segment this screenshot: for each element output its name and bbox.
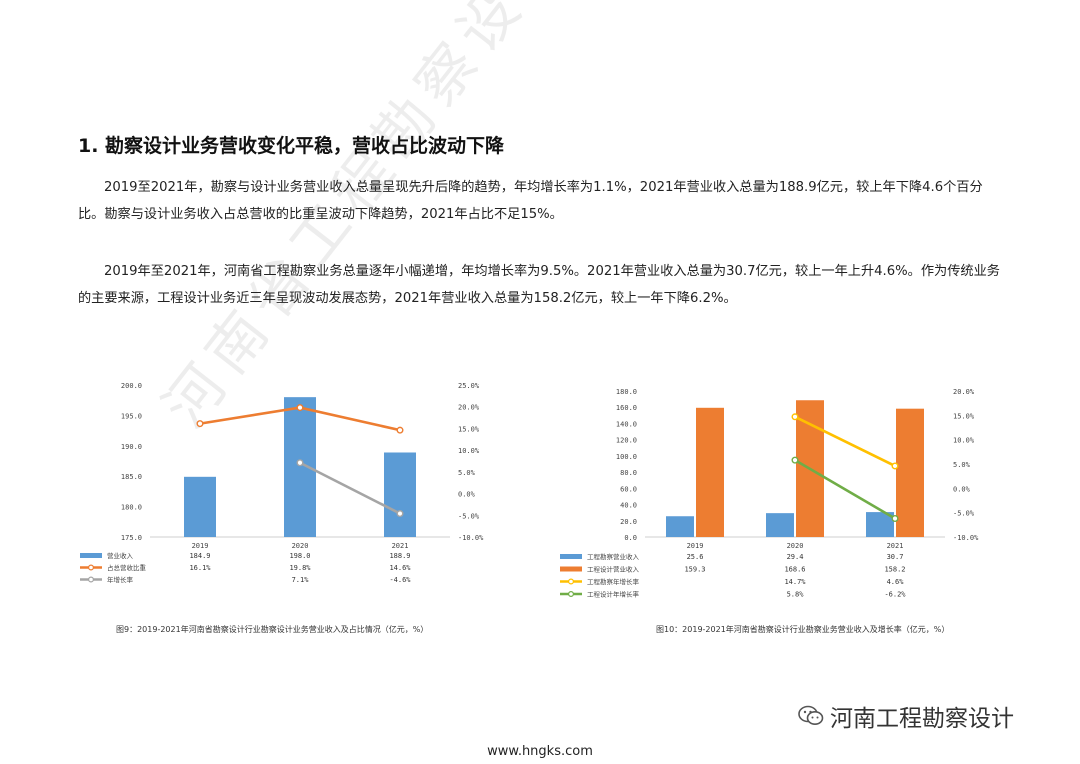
y-right-tick: -10.0% [953, 534, 979, 542]
y-left-tick: 60.0 [620, 485, 637, 493]
bar [184, 476, 216, 537]
y-right-tick: 15.0% [458, 425, 480, 433]
series-point [791, 456, 799, 464]
y-right-tick: 20.0% [953, 388, 975, 396]
data-label: 30.7 [887, 553, 904, 561]
legend-swatch [560, 566, 582, 572]
data-label: 188.9 [389, 552, 410, 560]
data-label: 4.6% [887, 578, 905, 586]
series-point [791, 413, 799, 421]
x-tick: 2019 [192, 542, 209, 550]
wechat-icon [798, 705, 824, 725]
y-right-tick: 0.0% [458, 491, 476, 499]
y-right-tick: -10.0% [458, 534, 484, 542]
data-label: -4.6% [389, 576, 411, 584]
x-tick: 2020 [787, 542, 804, 550]
legend-marker [568, 578, 575, 585]
series-point [891, 515, 899, 523]
x-tick: 2021 [887, 542, 904, 550]
y-right-tick: 0.0% [953, 485, 971, 493]
legend-label: 占总营收比重 [107, 563, 147, 572]
y-left-tick: 160.0 [616, 404, 637, 412]
y-left-tick: 80.0 [620, 469, 637, 477]
y-left-tick: 190.0 [121, 443, 142, 451]
bar [766, 513, 794, 537]
x-tick: 2021 [392, 542, 409, 550]
legend-marker [88, 564, 95, 571]
series-point [396, 426, 404, 434]
y-right-tick: 15.0% [953, 412, 975, 420]
y-right-tick: 20.0% [458, 404, 480, 412]
legend-swatch [560, 554, 582, 559]
wechat-brand: 河南工程勘察设计 [798, 699, 1014, 733]
legend-marker [88, 576, 95, 583]
y-right-tick: 25.0% [458, 382, 480, 390]
series-line [794, 458, 896, 520]
legend-marker [568, 591, 575, 598]
paragraph-2: 2019年至2021年，河南省工程勘察业务总量逐年小幅递增，年均增长率为9.5%… [78, 264, 1000, 306]
y-left-tick: 200.0 [121, 382, 142, 390]
legend-label: 营业收入 [107, 551, 134, 560]
bar [384, 452, 416, 537]
data-label: 184.9 [189, 552, 210, 560]
data-label: 158.2 [884, 566, 905, 574]
legend-label: 年增长率 [107, 575, 134, 584]
data-label: 25.6 [687, 553, 704, 561]
chart-figure-9: 200.0 195.0 190.0 185.0 180.0 175.0 25.0% 20.0%… [80, 382, 484, 584]
y-left-tick: 180.0 [121, 504, 142, 512]
data-label: -6.2% [884, 591, 906, 599]
y-left-tick: 20.0 [620, 518, 637, 526]
series-point [296, 404, 304, 412]
data-label: 19.8% [289, 564, 311, 572]
y-left-tick: 0.0 [624, 534, 637, 542]
series-point [296, 459, 304, 467]
series-line [299, 461, 401, 515]
y-left-tick: 40.0 [620, 502, 637, 510]
data-label: 198.0 [289, 552, 310, 560]
legend-label: 工程设计营业收入 [587, 565, 640, 574]
data-label: 16.1% [189, 564, 211, 572]
y-right-tick: 5.0% [458, 469, 476, 477]
data-label: 7.1% [292, 576, 310, 584]
chart-figure-10: 180.0 160.0 140.0 120.0 100.0 80.0 60.0 40.0 20.… [560, 388, 979, 599]
y-left-tick: 175.0 [121, 534, 142, 542]
data-label: 14.6% [389, 564, 411, 572]
paragraph-1: 2019至2021年，勘察与设计业务营业收入总量呈现先升后降的趋势，年均增长率为… [78, 180, 983, 222]
legend-label: 工程勘察年增长率 [587, 577, 640, 586]
brand-name: 河南工程勘察设计 [830, 706, 1014, 732]
bar [696, 407, 724, 537]
x-tick: 2020 [292, 542, 309, 550]
data-label: 159.3 [684, 566, 705, 574]
y-right-tick: -5.0% [458, 512, 480, 520]
figure-10-caption: 图10：2019-2021年河南省勘察设计行业勘察业务营业收入及增长率（亿元，%… [656, 625, 950, 634]
y-left-tick: 100.0 [616, 453, 637, 461]
y-right-tick: -5.0% [953, 510, 975, 518]
y-left-tick: 140.0 [616, 420, 637, 428]
data-label: 5.8% [787, 591, 805, 599]
y-left-tick: 180.0 [616, 388, 637, 396]
bar [896, 408, 924, 537]
series-point [396, 510, 404, 518]
legend-label: 工程设计年增长率 [587, 590, 640, 599]
series-point [196, 420, 204, 428]
legend-swatch [80, 553, 102, 558]
y-right-tick: 10.0% [458, 447, 480, 455]
series-point [891, 462, 899, 470]
figure-9-caption: 图9：2019-2021年河南省勘察设计行业勘察设计业务营业收入及占比情况（亿元… [116, 625, 429, 634]
bar [666, 516, 694, 537]
y-left-tick: 195.0 [121, 412, 142, 420]
x-tick: 2019 [687, 542, 704, 550]
section-heading: 1. 勘察设计业务营收变化平稳，营收占比波动下降 [78, 135, 505, 157]
legend-label: 工程勘察营业收入 [587, 552, 640, 561]
data-label: 14.7% [784, 578, 806, 586]
data-label: 29.4 [787, 553, 804, 561]
website-url: www.hngks.com [487, 744, 593, 759]
y-right-tick: 10.0% [953, 437, 975, 445]
y-left-tick: 120.0 [616, 437, 637, 445]
y-right-tick: 5.0% [953, 461, 971, 469]
data-label: 168.6 [784, 566, 805, 574]
series-line [794, 415, 896, 468]
y-left-tick: 185.0 [121, 473, 142, 481]
